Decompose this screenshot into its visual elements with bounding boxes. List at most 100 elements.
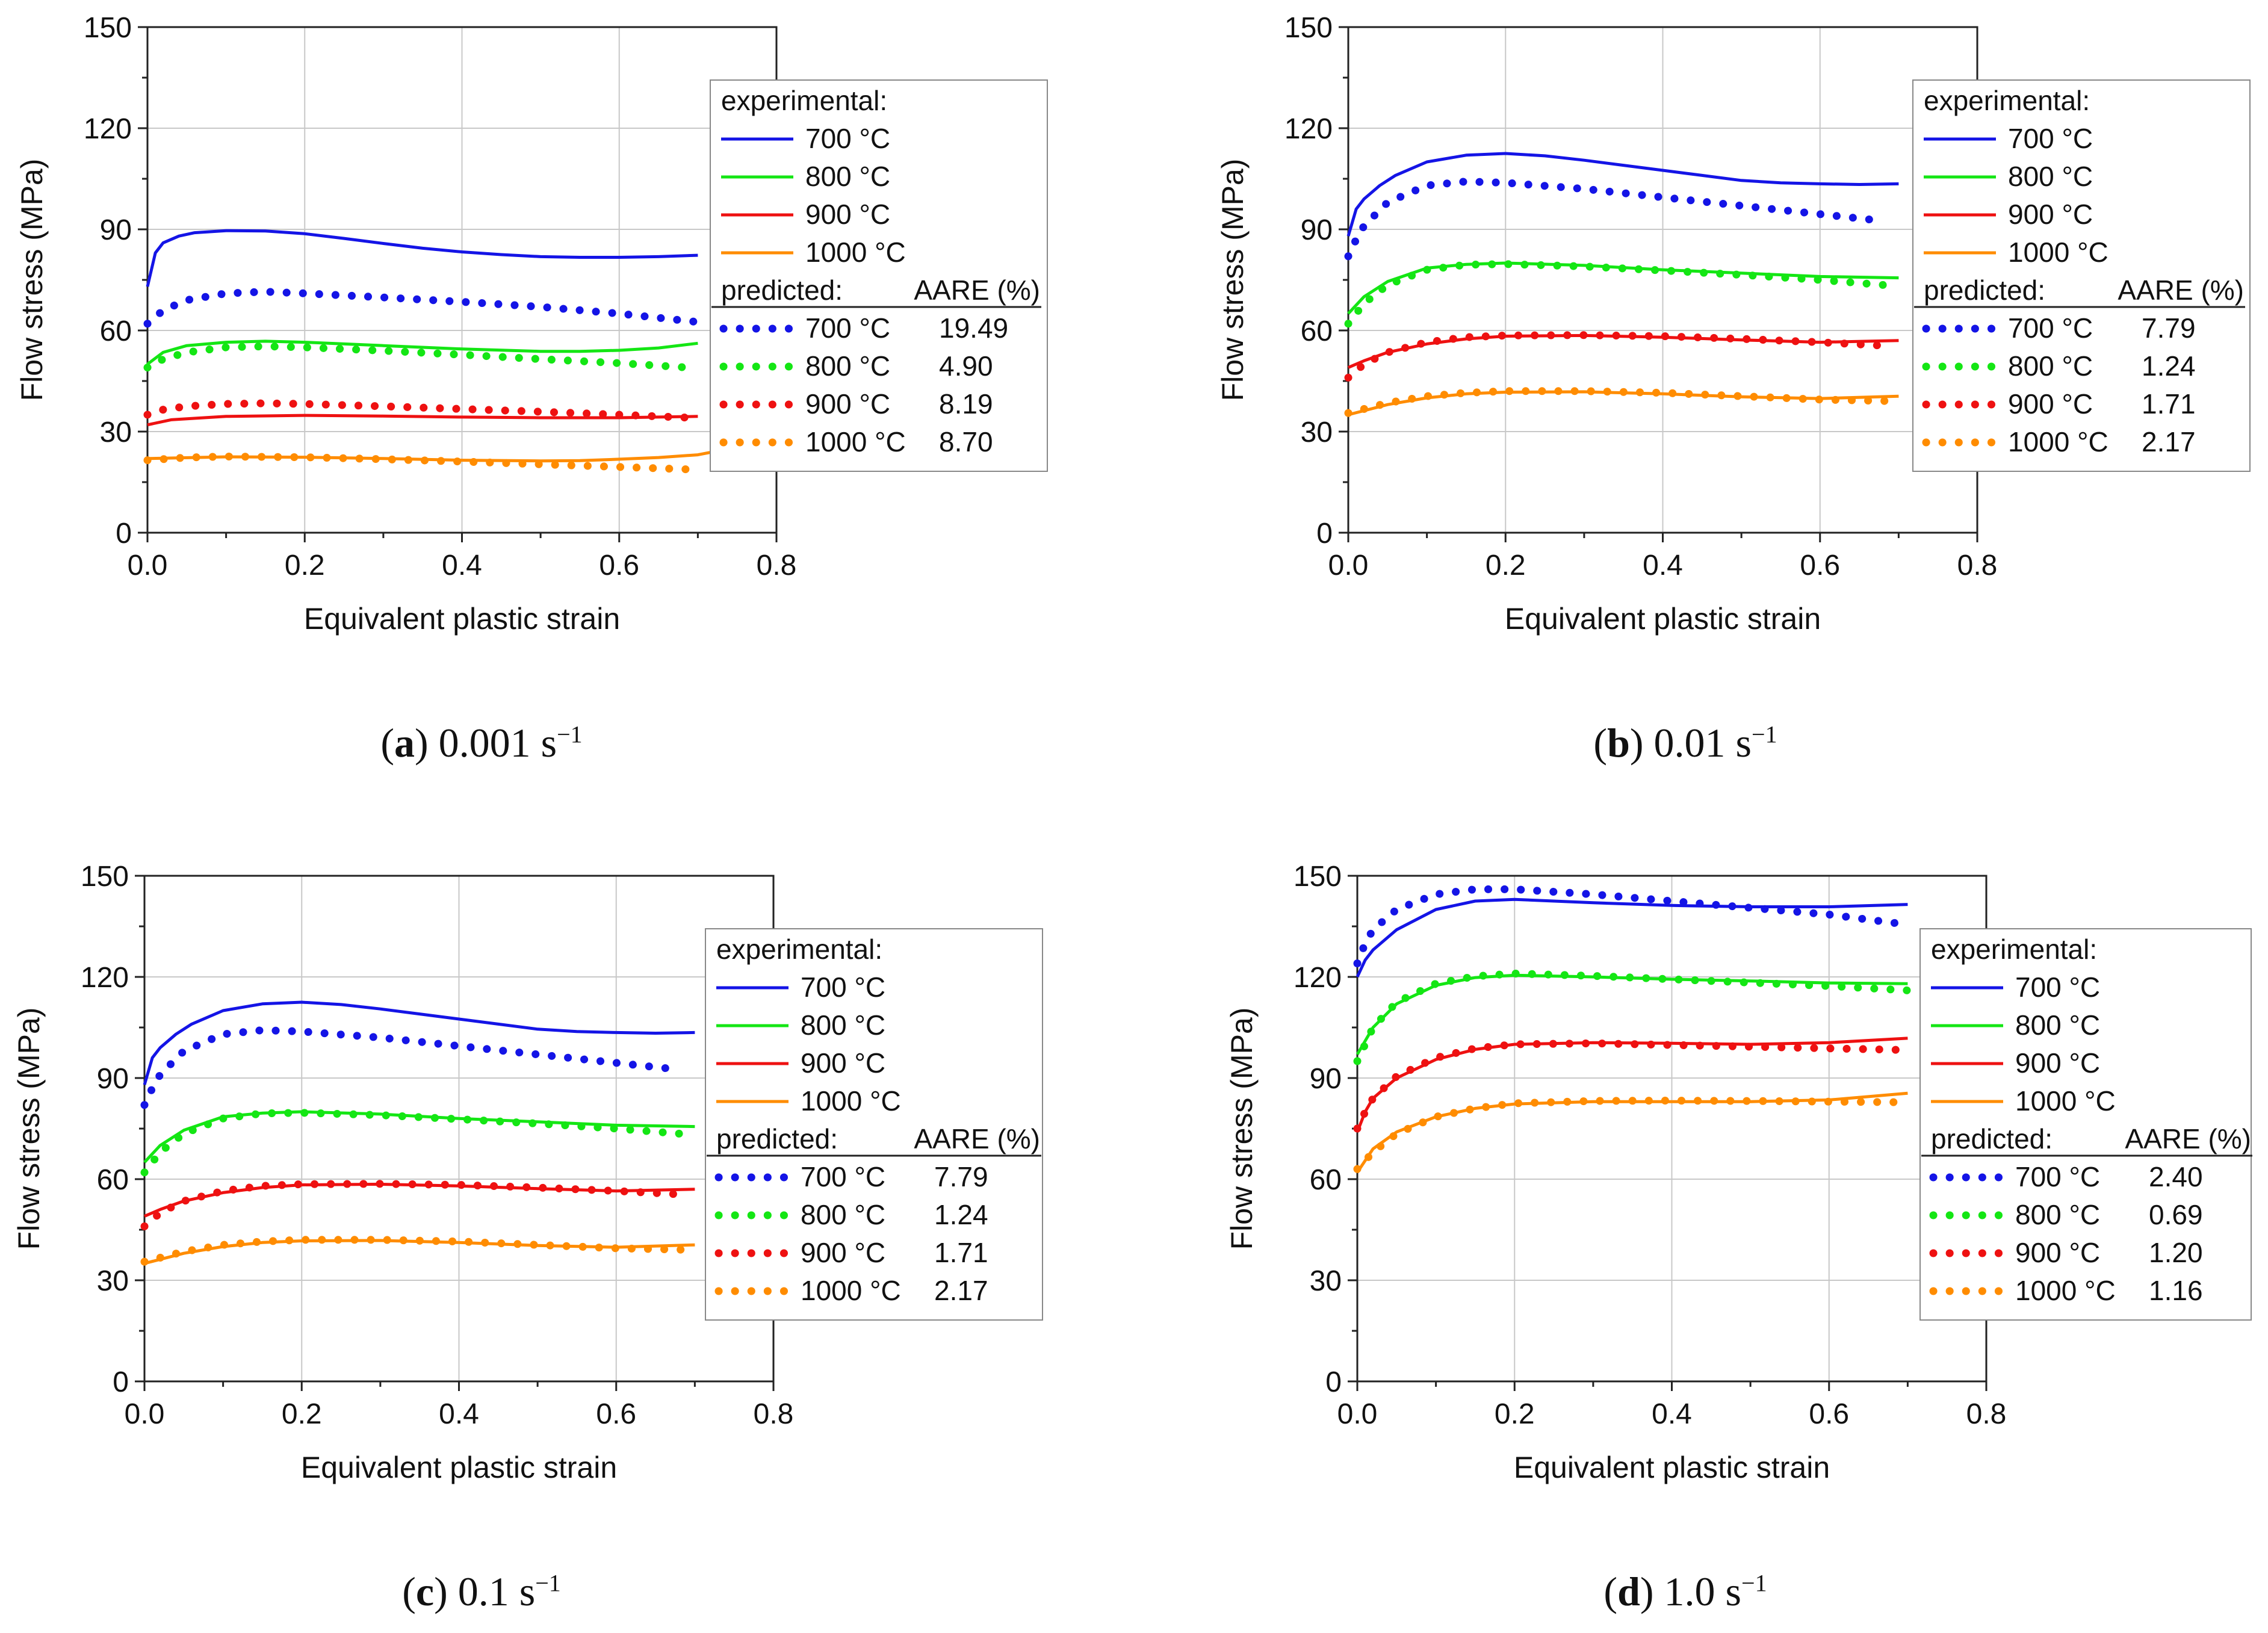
legend: experimental: 700 °C 800 °C 900 °C 1000 °C pr…	[1919, 928, 2252, 1321]
x-tick-label: 0.4	[439, 1398, 479, 1430]
experimental-line-700	[1356, 897, 1908, 978]
x-tick-label: 0.0	[125, 1398, 165, 1430]
predicted-dotted-line-800	[1344, 260, 1887, 328]
experimental-line-800	[146, 339, 698, 365]
chart-svg: 0.0 0.2 0.4 0.6 0.8 0 30 60 90 120 150 Equivalent p…	[1216, 12, 2251, 636]
legend: experimental: 700 °C 800 °C 900 °C 1000 °C pr…	[1912, 79, 2251, 472]
x-tick-label: 0.6	[596, 1398, 636, 1430]
y-tick-label: 60	[100, 315, 132, 347]
y-tick-label: 150	[1294, 861, 1342, 893]
legend-predicted-label: 700 °C	[805, 312, 890, 344]
legend-box	[705, 928, 1043, 1321]
y-tick-label: 30	[97, 1265, 129, 1297]
x-tick-label: 0.6	[1800, 550, 1840, 581]
legend-predicted-label: 800 °C	[801, 1199, 885, 1230]
legend-aare-value: 7.79	[934, 1161, 988, 1192]
ticks: 0.0 0.2 0.4 0.6 0.8 0 30 60 90 120 150	[1294, 861, 2006, 1430]
predicted-dotted-line-1000	[1344, 387, 1903, 417]
legend-predicted-label: 700 °C	[2015, 1161, 2100, 1192]
y-tick-label: 0	[116, 518, 132, 550]
predicted-dotted-line-700	[1353, 885, 1912, 968]
y-axis-title: Flow stress (MPa)	[12, 1008, 46, 1250]
legend-predicted-label: 1000 °C	[801, 1275, 901, 1306]
chart-svg: 0.0 0.2 0.4 0.6 0.8 0 30 60 90 120 150 Equivalent p…	[1225, 861, 2252, 1484]
predicted-dotted-line-1000	[1353, 1096, 1912, 1173]
x-tick-label: 0.2	[282, 1398, 322, 1430]
legend-experimental-label: 700 °C	[801, 971, 885, 1003]
y-tick-label: 120	[1294, 962, 1342, 994]
x-axis-title: Equivalent plastic strain	[301, 1451, 617, 1484]
x-axis-title: Equivalent plastic strain	[1514, 1451, 1830, 1484]
legend-experimental-label: 900 °C	[805, 199, 890, 230]
x-tick-label: 0.4	[442, 550, 482, 581]
experimental-line-700	[1346, 152, 1899, 237]
gridlines	[1348, 27, 1977, 533]
legend-experimental-label: 900 °C	[2008, 199, 2093, 230]
legend-predicted-header: predicted:	[716, 1123, 838, 1154]
legend-predicted-label: 800 °C	[2015, 1199, 2100, 1230]
y-tick-label: 30	[100, 417, 132, 448]
legend-predicted-header: predicted:	[721, 274, 843, 306]
legend-experimental-label: 900 °C	[2015, 1047, 2100, 1079]
ticks: 0.0 0.2 0.4 0.6 0.8 0 30 60 90 120 150	[1284, 12, 1997, 581]
y-tick-label: 0	[1316, 518, 1333, 550]
x-tick-label: 0.8	[754, 1398, 794, 1430]
experimental-line-900	[147, 414, 698, 427]
experimental-line-700	[143, 1000, 695, 1085]
legend-experimental-header: experimental:	[1931, 934, 2097, 965]
experimental-line-900	[144, 1182, 695, 1218]
x-axis-title: Equivalent plastic strain	[1505, 602, 1821, 636]
predicted-dotted-line-1000	[143, 452, 702, 474]
x-tick-label: 0.0	[1337, 1398, 1378, 1430]
y-tick-label: 60	[1310, 1164, 1342, 1196]
legend-box	[1912, 79, 2251, 472]
legend-box	[710, 79, 1048, 472]
legend-predicted-label: 1000 °C	[2008, 426, 2108, 457]
x-tick-label: 0.8	[1966, 1398, 2007, 1430]
legend-aare-value: 8.70	[939, 426, 993, 457]
legend-experimental-label: 800 °C	[801, 1009, 885, 1041]
legend-experimental-header: experimental:	[1924, 85, 2090, 116]
caption-b: (b) 0.01 s−1	[1593, 720, 1777, 766]
legend-experimental-label: 800 °C	[2015, 1009, 2100, 1041]
legend-aare-value: 4.90	[939, 350, 993, 382]
x-tick-label: 0.0	[128, 550, 168, 581]
predicted-dotted-line-900	[143, 399, 702, 423]
legend-predicted-label: 900 °C	[2008, 388, 2093, 420]
legend-experimental-label: 1000 °C	[2008, 237, 2108, 268]
legend-experimental-label: 700 °C	[2008, 123, 2093, 154]
experimental-line-1000	[1356, 1091, 1908, 1174]
legend-aare-value: 1.24	[2142, 350, 2196, 382]
legend-predicted-label: 900 °C	[801, 1237, 885, 1268]
legend: experimental: 700 °C 800 °C 900 °C 1000 °C pr…	[710, 79, 1048, 472]
y-tick-label: 0	[113, 1366, 129, 1398]
legend-predicted-label: 900 °C	[2015, 1237, 2100, 1268]
legend-predicted-label: 1000 °C	[805, 426, 906, 457]
legend-experimental-label: 700 °C	[2015, 971, 2100, 1003]
legend-experimental-label: 1000 °C	[805, 237, 906, 268]
legend-predicted-label: 800 °C	[805, 350, 890, 382]
y-tick-label: 60	[1301, 315, 1333, 347]
legend-box	[1919, 928, 2252, 1321]
caption-a: (a) 0.001 s−1	[380, 720, 583, 766]
predicted-dotted-line-700	[140, 1026, 683, 1109]
legend-aare-value: 2.17	[934, 1275, 988, 1306]
legend-predicted-label: 900 °C	[805, 388, 890, 420]
legend-aare-value: 1.71	[934, 1237, 988, 1268]
y-tick-label: 150	[84, 12, 132, 44]
x-tick-label: 0.4	[1652, 1398, 1692, 1430]
y-axis-title: Flow stress (MPa)	[1216, 159, 1250, 401]
gridlines	[1357, 876, 1986, 1381]
x-tick-label: 0.2	[1486, 550, 1526, 581]
x-tick-label: 0.6	[599, 550, 639, 581]
y-tick-label: 30	[1310, 1265, 1342, 1297]
legend-predicted-header: predicted:	[1931, 1123, 2053, 1154]
legend-predicted-label: 700 °C	[2008, 312, 2093, 344]
legend-predicted-label: 1000 °C	[2015, 1275, 2116, 1306]
series	[1353, 885, 1912, 1174]
y-tick-label: 90	[97, 1063, 129, 1095]
series	[143, 229, 714, 474]
legend-predicted-label: 800 °C	[2008, 350, 2093, 382]
legend-aare-header: AARE (%)	[2125, 1123, 2251, 1154]
y-tick-label: 150	[81, 861, 129, 893]
